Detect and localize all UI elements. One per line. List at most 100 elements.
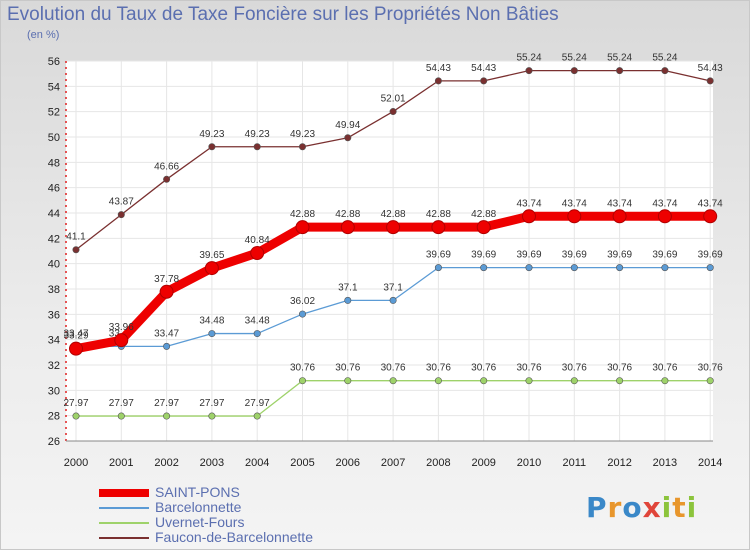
x-tick-label: 2002 xyxy=(154,457,178,469)
legend: SAINT-PONS Barcelonnette Uvernet-Fours F… xyxy=(99,484,399,545)
legend-item-faucon: Faucon-de-Barcelonnette xyxy=(99,529,399,545)
data-point xyxy=(69,341,83,356)
data-label: 43.74 xyxy=(562,198,587,209)
data-label: 34.48 xyxy=(199,316,224,327)
legend-label: Barcelonnette xyxy=(155,499,242,515)
data-point xyxy=(480,377,488,385)
data-point xyxy=(525,377,533,385)
data-label: 42.88 xyxy=(426,209,451,220)
data-label: 43.74 xyxy=(698,198,723,209)
data-label: 42.88 xyxy=(381,209,406,220)
data-label: 37.1 xyxy=(338,282,358,293)
data-label: 55.24 xyxy=(652,53,677,64)
data-point xyxy=(204,261,219,276)
data-point xyxy=(208,330,216,338)
data-point xyxy=(525,67,533,75)
x-tick-label: 2003 xyxy=(200,457,224,469)
legend-label: Faucon-de-Barcelonnette xyxy=(155,529,313,545)
data-point xyxy=(159,284,174,299)
y-tick-label: 44 xyxy=(48,208,60,220)
y-tick-label: 54 xyxy=(48,81,60,93)
data-label: 55.24 xyxy=(607,53,632,64)
y-tick-label: 38 xyxy=(48,284,60,296)
data-label: 30.76 xyxy=(652,363,677,374)
data-label: 30.76 xyxy=(426,363,451,374)
data-point xyxy=(434,377,442,385)
legend-label: SAINT-PONS xyxy=(155,484,240,500)
data-label: 43.87 xyxy=(109,197,134,208)
data-point xyxy=(389,296,397,304)
data-label: 30.76 xyxy=(698,363,723,374)
data-point xyxy=(525,264,533,272)
chart-title: Evolution du Taux de Taxe Foncière sur l… xyxy=(7,4,559,25)
data-point xyxy=(253,143,261,151)
data-point xyxy=(570,264,578,272)
data-label: 39.69 xyxy=(426,250,451,261)
x-tick-label: 2012 xyxy=(607,457,631,469)
data-label: 49.23 xyxy=(290,129,315,140)
y-tick-label: 32 xyxy=(48,360,60,372)
data-label: 33.47 xyxy=(154,328,179,339)
data-label: 34.48 xyxy=(245,316,270,327)
data-label: 54.43 xyxy=(426,63,451,74)
y-tick-label: 34 xyxy=(48,335,60,347)
data-label: 27.97 xyxy=(63,398,88,409)
data-label: 30.76 xyxy=(516,363,541,374)
y-tick-label: 26 xyxy=(48,436,60,448)
x-tick-label: 2004 xyxy=(245,457,269,469)
x-tick-label: 2013 xyxy=(653,457,677,469)
data-label: 49.23 xyxy=(245,129,270,140)
data-point xyxy=(570,67,578,75)
data-point xyxy=(344,296,352,304)
data-point xyxy=(480,264,488,272)
data-label: 54.43 xyxy=(471,63,496,74)
data-label: 46.66 xyxy=(154,161,179,172)
legend-item-barcelonnette: Barcelonnette xyxy=(99,499,399,515)
x-tick-label: 2010 xyxy=(517,457,541,469)
data-point xyxy=(434,264,442,272)
x-tick-label: 2005 xyxy=(290,457,314,469)
y-tick-label: 28 xyxy=(48,411,60,423)
data-point xyxy=(616,377,624,385)
data-label: 55.24 xyxy=(516,53,541,64)
data-point xyxy=(163,342,171,350)
y-tick-label: 40 xyxy=(48,259,60,271)
proxiti-logo: Proxiti xyxy=(586,491,698,524)
data-label: 27.97 xyxy=(154,398,179,409)
data-point xyxy=(340,220,355,235)
x-tick-label: 2008 xyxy=(426,457,450,469)
data-point xyxy=(570,377,578,385)
legend-swatch-barcelonnette xyxy=(99,507,149,509)
data-label: 30.76 xyxy=(607,363,632,374)
data-point xyxy=(661,67,669,75)
data-point xyxy=(253,412,261,420)
data-point xyxy=(163,412,171,420)
x-tick-label: 2000 xyxy=(64,457,88,469)
y-tick-label: 48 xyxy=(48,157,60,169)
data-point xyxy=(117,412,125,420)
data-point xyxy=(298,143,306,151)
data-point xyxy=(706,77,714,85)
data-label: 49.23 xyxy=(199,129,224,140)
data-point xyxy=(389,377,397,385)
data-label: 43.74 xyxy=(607,198,632,209)
y-unit-label: (en %) xyxy=(27,29,60,41)
data-label: 41.1 xyxy=(66,232,86,243)
data-label: 30.76 xyxy=(335,363,360,374)
y-tick-label: 30 xyxy=(48,385,60,397)
data-point xyxy=(389,108,397,116)
data-point xyxy=(163,175,171,183)
data-label: 39.69 xyxy=(698,250,723,261)
data-point xyxy=(480,77,488,85)
data-point xyxy=(250,246,265,261)
data-label: 39.69 xyxy=(652,250,677,261)
data-point xyxy=(616,264,624,272)
data-label: 33.96 xyxy=(109,322,134,333)
data-label: 27.97 xyxy=(245,398,270,409)
data-label: 37.1 xyxy=(383,282,403,293)
data-point xyxy=(657,209,672,224)
data-point xyxy=(706,377,714,385)
data-label: 39.69 xyxy=(471,250,496,261)
x-tick-label: 2007 xyxy=(381,457,405,469)
